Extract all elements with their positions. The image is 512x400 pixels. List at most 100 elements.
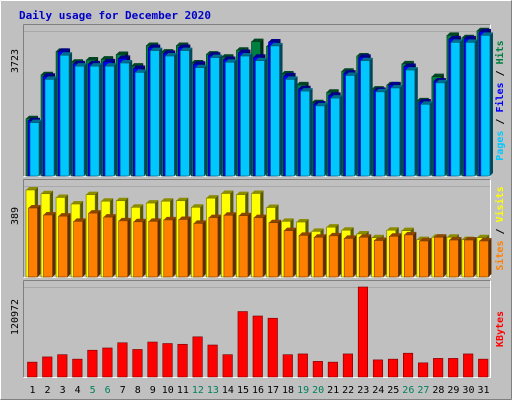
bar-top <box>374 237 387 241</box>
day-label-7: 7 <box>120 385 126 396</box>
series-kbytes <box>27 286 489 378</box>
bar-sites-day-25 <box>388 233 402 278</box>
bar-top <box>118 55 131 59</box>
bar-top <box>133 65 146 69</box>
panel-hits-files-pages: 3723 Pages / Files / Hits <box>10 24 506 177</box>
bar-pages-day-25 <box>390 84 403 177</box>
bar-top <box>223 212 236 216</box>
bar-face <box>29 122 40 177</box>
bar-top <box>479 237 492 241</box>
bar-kbytes-day-22 <box>342 353 353 378</box>
bar-top <box>135 69 148 73</box>
bar-face <box>297 353 308 378</box>
bar-face <box>345 75 355 177</box>
bar-sites-day-4 <box>73 218 86 278</box>
bar-top <box>401 60 414 64</box>
day-label-1: 1 <box>30 385 36 396</box>
bar-face <box>300 90 310 177</box>
bar-pages-day-17 <box>270 42 283 177</box>
day-label-3: 3 <box>60 385 66 396</box>
day-label-17: 17 <box>267 385 279 396</box>
bars-visits-sites <box>25 186 492 278</box>
bar-side <box>219 54 223 176</box>
bar-kbytes-day-11 <box>177 343 188 378</box>
bar-top <box>101 56 114 60</box>
bar-sites-day-13 <box>208 214 221 278</box>
day-label-21: 21 <box>327 385 339 396</box>
bar-face <box>195 67 205 177</box>
bar-sites-day-7 <box>118 217 131 278</box>
day-label-9: 9 <box>150 385 156 396</box>
bar-sites-day-26 <box>404 231 417 278</box>
bar-side <box>112 214 116 277</box>
bar-face <box>87 349 98 378</box>
bar-side <box>187 216 191 277</box>
bar-pages-day-21 <box>330 95 343 177</box>
bar-pages-day-11 <box>180 47 193 177</box>
bar-top <box>465 39 478 43</box>
bar-side <box>324 102 328 176</box>
bar-pages-day-8 <box>134 69 148 177</box>
legend-visits: Visits <box>494 186 506 222</box>
bar-pages-day-12 <box>195 64 208 177</box>
bar-kbytes-day-7 <box>117 342 128 378</box>
bar-face <box>102 347 113 378</box>
bar-side <box>249 53 253 176</box>
bar-side <box>308 232 312 277</box>
bar-side <box>474 39 478 176</box>
bar-face <box>298 235 309 278</box>
bar-face <box>465 42 476 177</box>
bar-face <box>479 240 489 278</box>
bar-pages-day-15 <box>240 53 253 177</box>
bar-pages-day-18 <box>285 76 298 177</box>
bar-pages-day-23 <box>360 57 373 177</box>
bar-top <box>56 194 69 198</box>
bar-face <box>420 104 431 177</box>
bar-face <box>162 343 173 378</box>
bar-top <box>435 79 448 83</box>
bar-kbytes-day-2 <box>42 356 53 378</box>
bar-kbytes-day-3 <box>57 354 68 378</box>
bar-face <box>134 72 145 177</box>
bar-top <box>299 232 312 236</box>
bar-top <box>178 44 191 48</box>
bar-side <box>338 232 342 277</box>
bar-top <box>73 60 86 64</box>
bar-top <box>105 63 118 67</box>
bar-face <box>42 356 53 378</box>
bar-top <box>326 224 339 228</box>
bar-face <box>238 215 249 278</box>
bar-kbytes-day-25 <box>387 358 399 378</box>
bar-top <box>88 60 101 64</box>
bar-face <box>89 65 100 177</box>
bar-face <box>315 105 325 177</box>
bar-face <box>267 317 278 378</box>
bar-side <box>278 219 282 277</box>
bar-top <box>298 85 311 89</box>
bar-face <box>404 234 414 278</box>
bar-kbytes-day-27 <box>418 362 429 378</box>
bar-top <box>284 227 297 231</box>
bar-side <box>488 237 492 277</box>
legend-hits-files-pages: Pages / Files / Hits <box>494 40 506 160</box>
bar-top <box>88 210 101 214</box>
bars-hits-files-pages <box>25 27 493 177</box>
bar-top <box>388 81 401 85</box>
legend-sites: Sites <box>494 241 506 271</box>
bar-side <box>159 47 163 176</box>
bar-face <box>119 62 130 177</box>
bar-side <box>262 214 266 277</box>
bar-side <box>232 212 236 277</box>
bar-side <box>129 60 133 176</box>
bar-top <box>390 84 403 88</box>
bar-pages-day-3 <box>59 52 73 177</box>
bar-sites-day-16 <box>253 214 266 278</box>
bar-top <box>133 218 146 222</box>
bar-top <box>270 42 283 46</box>
chart-panels: 3723 Pages / Files / Hits 389 Sites / Visit… <box>10 24 506 378</box>
bar-top <box>116 197 129 201</box>
bar-face <box>177 343 188 378</box>
bar-top <box>285 76 298 80</box>
bar-top <box>375 88 388 92</box>
bar-top <box>358 54 371 58</box>
